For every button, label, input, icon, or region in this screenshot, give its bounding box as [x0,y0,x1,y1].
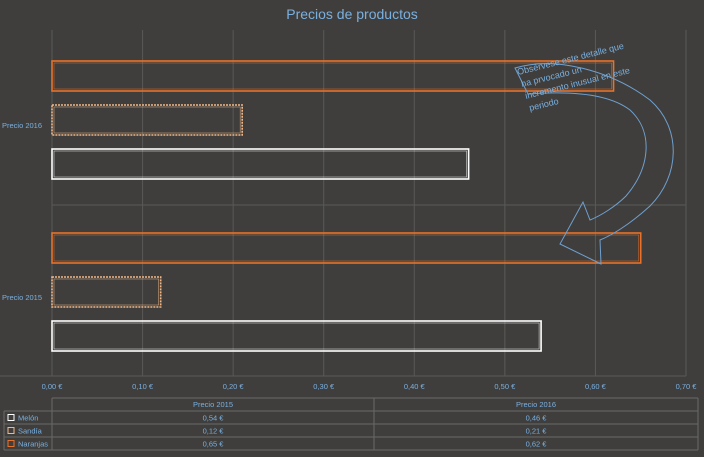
bar-inner-outline [53,322,540,350]
legend-label: Melón [18,414,38,423]
x-tick-label: 0,20 € [223,382,245,391]
category-labels: Precio 2015 Precio 2016 [2,121,42,302]
bar-sandía [51,276,162,308]
table-header: Precio 2016 [516,400,556,409]
x-tick-label: 0,00 € [42,382,64,391]
bar-inner-outline [53,106,241,134]
chart-title: Precios de productos [286,6,418,22]
legend-key [7,414,15,421]
data-table: Precio 2015 Precio 2016 Melón 0,54 € 0,46 € S… [3,397,699,451]
table-header: Precio 2015 [193,400,233,409]
x-tick-label: 0,50 € [494,382,516,391]
x-tick-label: 0,10 € [132,382,154,391]
table-cell: 0,46 € [526,414,548,423]
bar-inner-outline [53,278,159,306]
bar-inner-outline [53,234,640,262]
legend-key [7,427,15,434]
x-tick-label: 0,30 € [313,382,335,391]
category-label: Precio 2016 [2,121,42,130]
legend-label: Sandía [18,427,43,436]
x-tick-label: 0,60 € [585,382,607,391]
table-cell: 0,54 € [203,414,225,423]
bars [51,60,642,352]
bar-inner-outline [53,150,467,178]
table-cell: 0,21 € [526,427,548,436]
bar-melón [51,320,542,352]
bar-naranjas [51,232,642,264]
grid-lines [0,30,687,377]
table-cell: 0,62 € [526,440,548,449]
x-tick-label: 0,40 € [404,382,426,391]
table-cell: 0,12 € [203,427,225,436]
bar-melón [51,148,470,180]
x-axis-ticks: 0,00 € 0,10 € 0,20 € 0,30 € 0,40 € 0,50 € 0,60… [42,382,698,391]
bar-inner-outline [53,62,612,90]
legend-label: Naranjas [18,440,48,449]
bar-naranjas [51,60,615,92]
table-cell: 0,65 € [203,440,225,449]
legend-key [7,440,15,447]
callout-arrow [514,63,674,265]
x-tick-label: 0,70 € [676,382,698,391]
category-label: Precio 2015 [2,293,42,302]
bar-sandía [51,104,243,136]
